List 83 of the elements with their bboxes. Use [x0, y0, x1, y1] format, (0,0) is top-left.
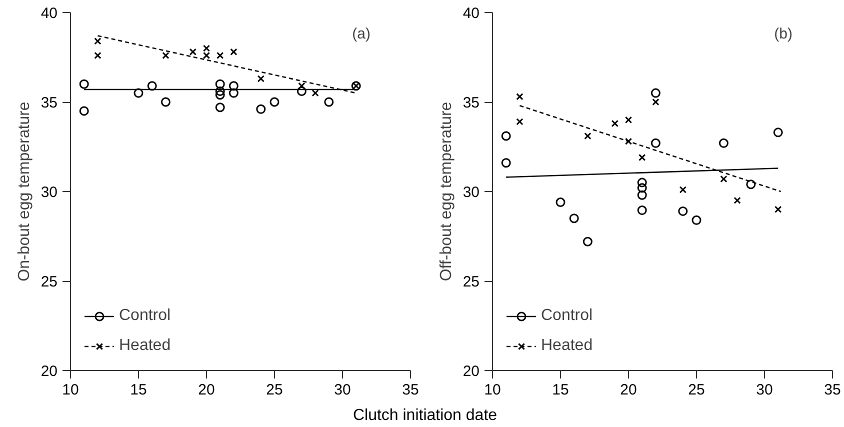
point	[584, 132, 592, 140]
x-tick-label: 35	[402, 382, 419, 398]
point	[228, 81, 238, 91]
x-tick-label: 15	[130, 382, 147, 398]
point	[94, 38, 102, 45]
y-tick-label: 40	[40, 5, 58, 22]
x-tick-label: 10	[62, 382, 79, 398]
point	[624, 116, 632, 124]
point	[312, 89, 319, 97]
y-tick-label: 25	[462, 274, 480, 290]
legend-label: Control	[119, 307, 171, 325]
point	[501, 131, 511, 141]
point	[189, 48, 196, 56]
point	[202, 52, 210, 60]
x-tick-label: 30	[756, 382, 773, 398]
y-axis-title: On-bout egg temperature	[16, 102, 33, 282]
point	[134, 88, 144, 98]
point	[734, 196, 741, 204]
x-axis-title: Clutch initiation date	[352, 406, 498, 426]
y-axis-title: Off-bout egg temperature	[438, 102, 455, 282]
point	[746, 180, 756, 190]
point	[637, 178, 647, 188]
point	[638, 154, 646, 162]
point	[637, 183, 647, 193]
point	[692, 215, 702, 225]
point	[202, 44, 210, 52]
x-tick-label: 15	[552, 382, 569, 398]
point	[215, 90, 225, 100]
x-tick-label: 10	[484, 382, 501, 398]
point	[230, 48, 238, 56]
point	[270, 97, 280, 107]
point	[718, 138, 728, 148]
point	[650, 88, 660, 98]
point	[79, 106, 89, 116]
legend-label: Heated	[119, 337, 171, 355]
point	[652, 98, 660, 106]
point	[650, 138, 660, 148]
legend-label: Control	[541, 307, 593, 325]
point	[256, 104, 266, 114]
point	[637, 206, 647, 216]
point	[720, 175, 728, 183]
y-tick-label: 25	[40, 274, 58, 290]
x-tick-label: 35	[824, 382, 841, 398]
point	[215, 86, 225, 96]
x-tick-label: 30	[334, 382, 351, 398]
y-tick-label: 20	[40, 363, 58, 380]
point	[160, 97, 170, 107]
x-tick-label: 25	[688, 382, 705, 398]
point	[582, 236, 592, 246]
y-tick-label: 20	[462, 363, 480, 380]
point	[516, 118, 524, 126]
point	[215, 102, 225, 112]
x-tick-label: 20	[620, 382, 637, 398]
y-tick-label: 35	[462, 94, 480, 112]
x-tick-label: 20	[198, 382, 215, 398]
point	[215, 79, 225, 89]
point	[79, 79, 89, 89]
point	[556, 198, 566, 207]
point	[162, 52, 170, 60]
annotation: (b)	[774, 26, 793, 42]
point	[679, 186, 686, 194]
point	[228, 88, 238, 98]
point	[569, 214, 579, 224]
point	[624, 138, 632, 145]
point	[324, 97, 334, 107]
point	[678, 206, 688, 216]
point	[637, 190, 647, 200]
x-tick-label: 25	[266, 382, 283, 398]
point	[516, 93, 524, 100]
y-tick-label: 35	[40, 94, 58, 112]
annotation: (a)	[352, 26, 371, 42]
point	[774, 206, 782, 213]
y-tick-label: 40	[462, 5, 480, 22]
point	[611, 120, 618, 128]
point	[147, 81, 157, 91]
y-tick-label: 30	[40, 184, 58, 201]
point	[501, 158, 511, 168]
point	[94, 52, 102, 60]
point	[257, 75, 264, 82]
legend-label: Heated	[541, 337, 593, 355]
y-tick-label: 30	[462, 184, 480, 201]
point	[216, 52, 224, 60]
point	[773, 128, 783, 138]
